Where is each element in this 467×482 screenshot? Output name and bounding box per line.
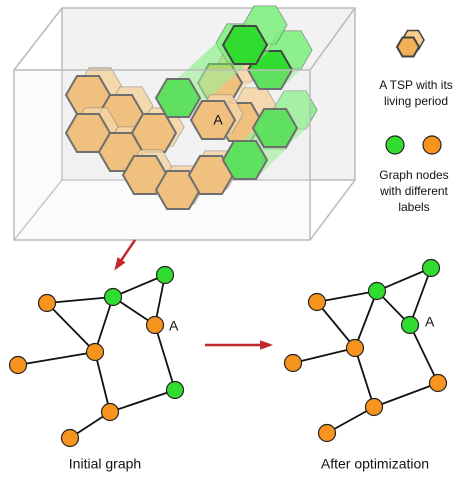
box-edge (310, 180, 355, 240)
edge (47, 303, 95, 352)
edge (293, 348, 355, 363)
node (105, 289, 122, 306)
node (62, 430, 79, 447)
prism-front (223, 26, 267, 64)
node (319, 425, 336, 442)
arrow-head (114, 257, 125, 270)
legend-text: labels (398, 200, 429, 214)
node (366, 399, 383, 416)
legend-text: with different (379, 184, 448, 198)
edge (18, 352, 95, 365)
node (347, 340, 364, 357)
node (10, 357, 27, 374)
edge (95, 352, 110, 412)
edge (410, 325, 438, 383)
graphs (10, 240, 447, 447)
legend-node (423, 136, 441, 154)
box-front (14, 70, 310, 240)
node (309, 294, 326, 311)
page: A A TSP with its living period Graph nod… (0, 0, 467, 482)
caption: After optimization (321, 456, 429, 472)
legend-prism-front (397, 37, 419, 56)
node-label: A (425, 314, 435, 330)
legend-text: A TSP with its (379, 78, 453, 92)
edge (47, 297, 113, 303)
edge (110, 390, 175, 412)
legend-node (386, 136, 404, 154)
node (102, 404, 119, 421)
box-label: A (213, 112, 223, 128)
edge (155, 325, 175, 390)
box-edge (14, 8, 62, 70)
caption: Initial graph (69, 456, 141, 472)
legend-text: Graph nodes (379, 168, 448, 182)
node (87, 344, 104, 361)
node (285, 355, 302, 372)
box-3d (14, 6, 355, 240)
edge (355, 348, 374, 407)
node (369, 283, 386, 300)
node (39, 295, 56, 312)
legend (386, 30, 441, 154)
edge (317, 291, 377, 302)
node (167, 382, 184, 399)
node-label: A (169, 318, 179, 334)
legend-text: living period (384, 94, 448, 108)
diagram: A A TSP with its living period Graph nod… (0, 0, 467, 477)
node (402, 317, 419, 334)
edge (374, 383, 438, 407)
arrow-head (260, 340, 273, 350)
node (423, 260, 440, 277)
node (147, 317, 164, 334)
node (157, 267, 174, 284)
edge (355, 291, 377, 348)
node (430, 375, 447, 392)
